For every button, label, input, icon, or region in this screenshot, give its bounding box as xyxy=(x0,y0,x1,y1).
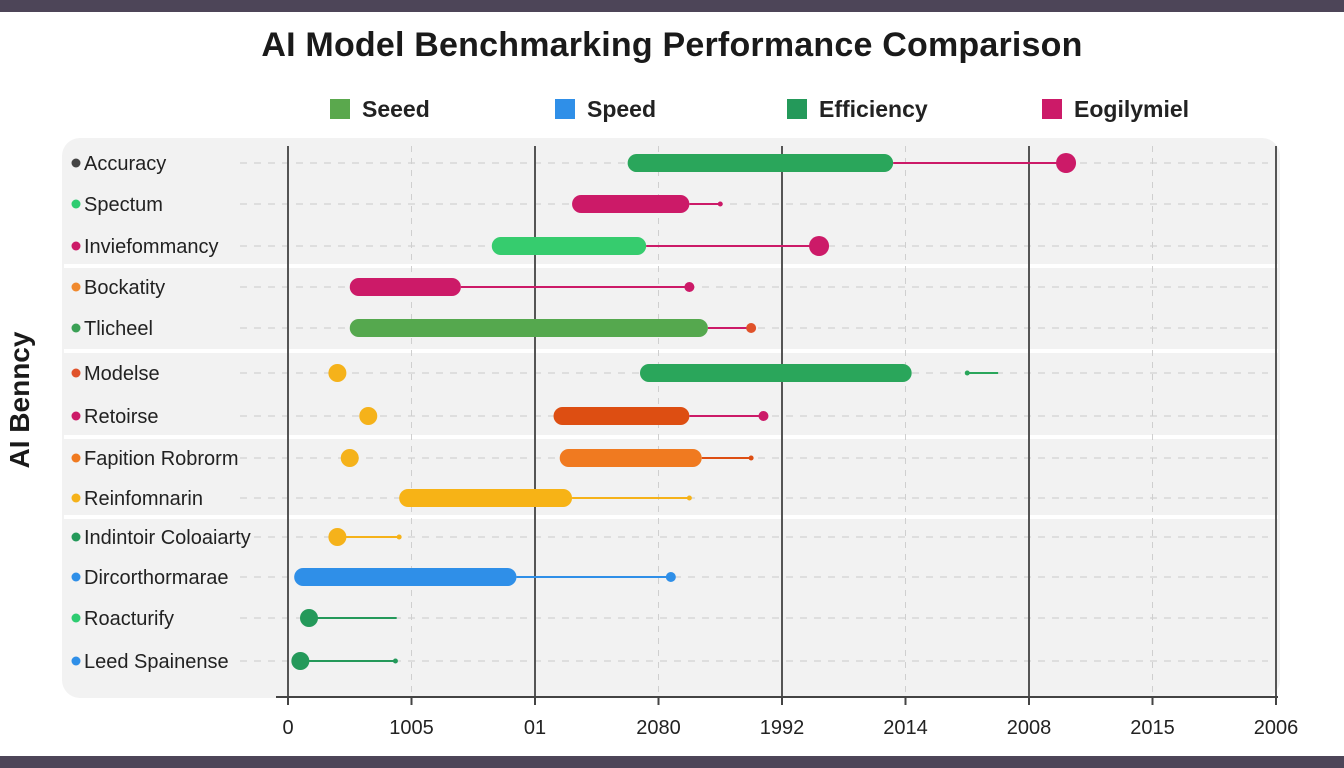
whisker-end-marker xyxy=(1056,153,1077,173)
data-point xyxy=(299,609,318,627)
whisker-end-marker xyxy=(746,323,757,333)
legend-swatch xyxy=(330,99,350,119)
x-tick-label: 01 xyxy=(524,717,546,739)
whisker-end-marker xyxy=(809,236,830,256)
bottom-frame-bar xyxy=(0,756,1344,768)
legend-label: Seeed xyxy=(362,95,430,122)
category-dot xyxy=(71,368,81,378)
bar xyxy=(559,449,702,467)
data-point xyxy=(359,407,378,425)
bar xyxy=(399,489,573,507)
category-dot xyxy=(71,282,81,292)
category-dot xyxy=(71,613,81,623)
bar xyxy=(349,319,708,337)
legend-item: Seeed xyxy=(330,96,430,122)
legend-swatch xyxy=(555,99,575,119)
category-label: Roacturify xyxy=(84,608,174,630)
category-label: Tlicheel xyxy=(84,318,153,340)
data-point xyxy=(340,449,359,467)
category-label: Bockatity xyxy=(84,277,165,299)
bar xyxy=(294,568,517,586)
category-label: Spectum xyxy=(84,194,163,216)
category-label: Reinfomnarin xyxy=(84,488,203,510)
legend-label: Efficiency xyxy=(819,95,928,122)
bar xyxy=(491,237,647,255)
whisker-end-marker xyxy=(396,534,402,540)
category-label: Indintoir Coloaiarty xyxy=(84,527,251,549)
x-tick-label: 2008 xyxy=(1007,717,1052,739)
whisker-end-marker xyxy=(392,658,398,664)
category-dot xyxy=(71,199,81,209)
category-label: Leed Spainense xyxy=(84,651,229,673)
legend-item: Efficiency xyxy=(787,96,928,122)
data-point xyxy=(291,652,310,670)
row-separator xyxy=(64,515,1278,519)
bar xyxy=(553,407,690,425)
category-label: Fapition Robrorm xyxy=(84,448,239,470)
category-dot xyxy=(71,158,81,168)
category-dot xyxy=(71,493,81,503)
legend-label: Eogilymiel xyxy=(1074,95,1190,122)
category-label: Modelse xyxy=(84,363,160,385)
category-dot xyxy=(71,453,81,463)
whisker-end-marker xyxy=(748,455,754,461)
category-dot xyxy=(71,572,81,582)
row-separator xyxy=(64,349,1278,353)
bar xyxy=(349,278,461,296)
top-frame-bar xyxy=(0,0,1344,12)
bar xyxy=(572,195,690,213)
whisker-end-marker xyxy=(758,411,769,421)
chart-title: AI Model Benchmarking Performance Compar… xyxy=(261,26,1083,64)
x-tick-label: 2006 xyxy=(1254,717,1299,739)
category-label: Accuracy xyxy=(84,153,166,175)
category-dot xyxy=(71,241,81,251)
whisker-end-marker xyxy=(665,572,676,582)
row-separator xyxy=(64,435,1278,439)
bar xyxy=(639,364,912,382)
data-point xyxy=(328,364,347,382)
legend-item: Eogilymiel xyxy=(1042,96,1189,122)
row-separator xyxy=(64,264,1278,268)
extra-segment-marker xyxy=(964,370,970,376)
category-label: Retoirse xyxy=(84,406,158,428)
x-tick-label: 2080 xyxy=(636,717,681,739)
whisker-end-marker xyxy=(686,495,692,501)
data-point xyxy=(328,528,347,546)
category-label: Inviefommancy xyxy=(84,236,219,258)
category-dot xyxy=(71,411,81,421)
legend-swatch xyxy=(787,99,807,119)
bar xyxy=(627,154,894,172)
category-dot xyxy=(71,323,81,333)
legend-item: Speed xyxy=(555,96,656,122)
legend-swatch xyxy=(1042,99,1062,119)
x-tick-label: 2015 xyxy=(1130,717,1175,739)
x-tick-label: 1992 xyxy=(760,717,805,739)
legend-label: Speed xyxy=(587,95,657,122)
category-dot xyxy=(71,656,81,666)
x-tick-label: 1005 xyxy=(389,717,434,739)
x-tick-label: 2014 xyxy=(883,717,928,739)
category-dot xyxy=(71,532,81,542)
whisker-end-marker xyxy=(717,201,723,207)
x-tick-label: 0 xyxy=(282,717,293,739)
whisker-end-marker xyxy=(684,282,695,292)
category-label: Dircorthormarae xyxy=(84,567,228,589)
